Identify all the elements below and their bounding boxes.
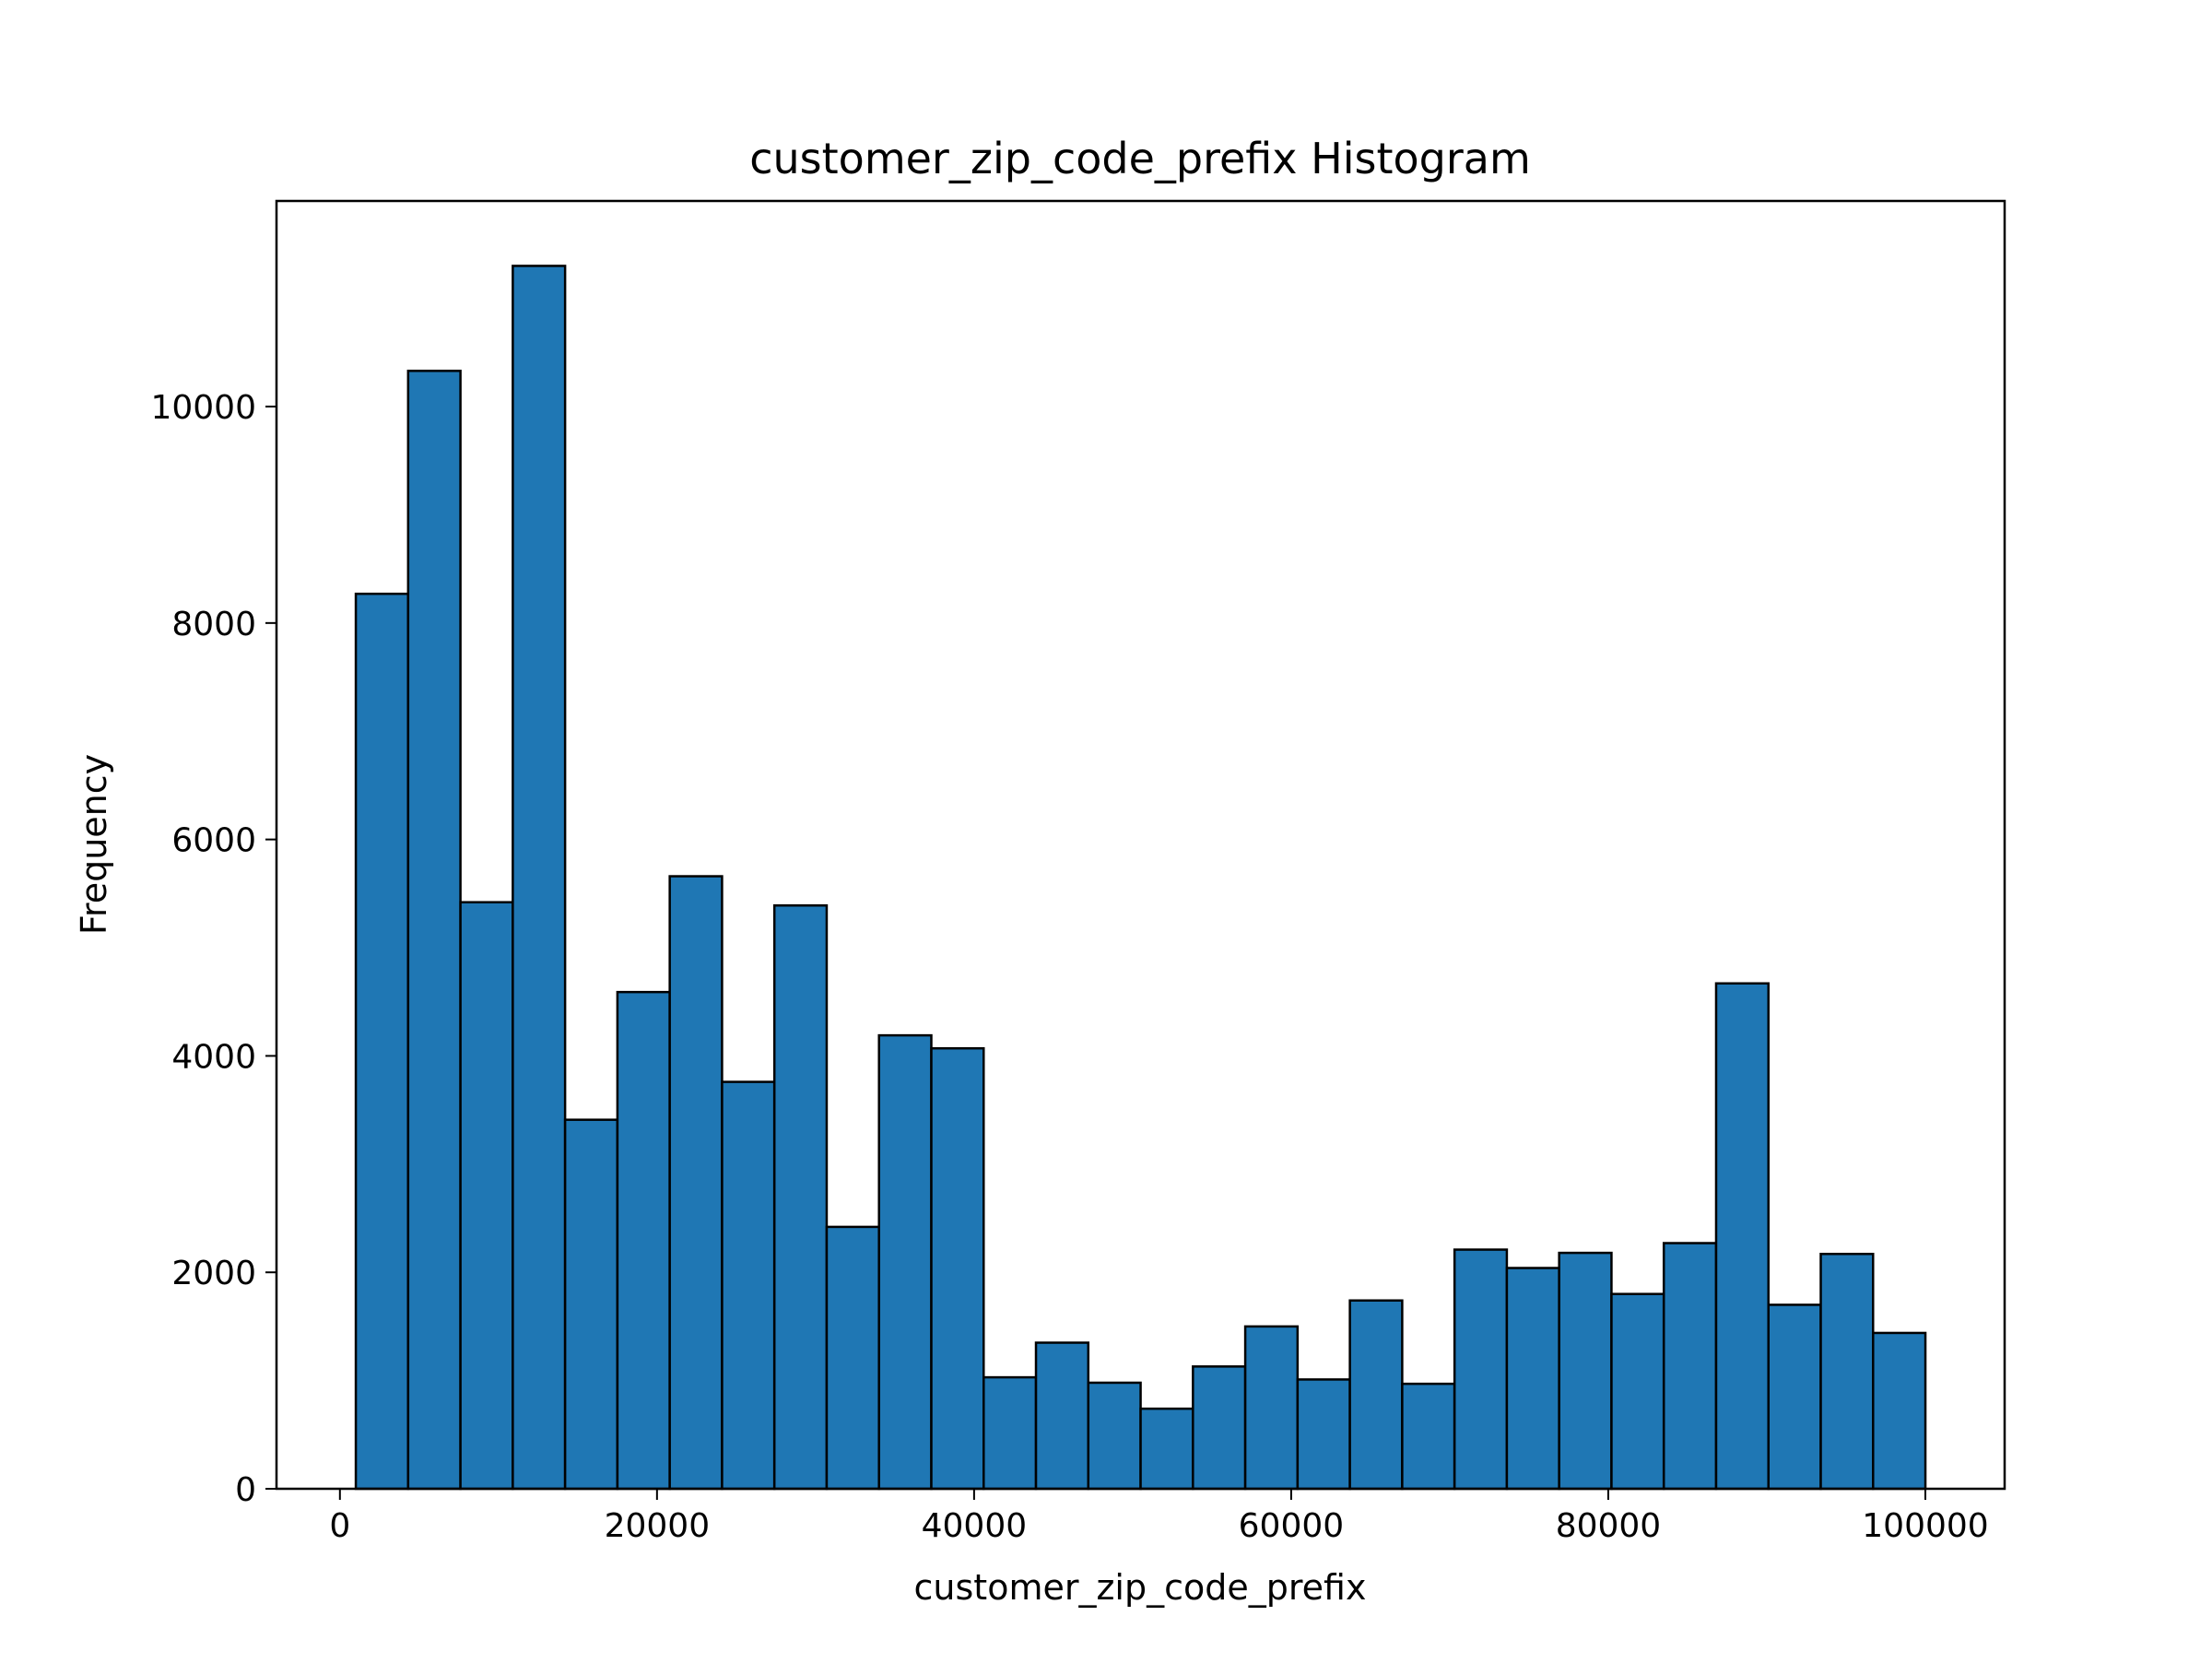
histogram-bar [1034, 1341, 1090, 1491]
histogram-bar [1505, 1267, 1560, 1491]
ticks: 0 20000 40000 60000 80000 100000 0 2000 4000 6000… [150, 389, 1988, 1545]
histogram-bar [1662, 1242, 1718, 1491]
y-tick-label: 10000 [150, 389, 256, 427]
bars [354, 265, 1927, 1491]
x-tick-label: 40000 [922, 1507, 1028, 1545]
x-axis-label: customer_zip_code_prefix [914, 1567, 1367, 1608]
y-axis-label: Frequency [74, 754, 114, 935]
histogram-bar [406, 370, 462, 1491]
histogram-bar [1087, 1381, 1142, 1491]
histogram-bar [1872, 1331, 1927, 1491]
histogram-bar [877, 1033, 933, 1491]
histogram-bar [1610, 1292, 1665, 1491]
y-tick-label: 4000 [171, 1038, 256, 1076]
histogram-bar [459, 901, 514, 1491]
histogram-bar [668, 875, 724, 1491]
histogram-bar [616, 990, 671, 1491]
histogram-bar [354, 592, 410, 1491]
histogram-bar [1401, 1382, 1456, 1491]
y-tick-label: 0 [235, 1471, 256, 1509]
y-tick-label: 2000 [171, 1255, 256, 1292]
y-tick-label: 6000 [171, 822, 256, 860]
histogram-bar [563, 1118, 619, 1491]
chart-title: customer_zip_code_prefix Histogram [749, 134, 1531, 183]
x-tick-label: 60000 [1239, 1507, 1345, 1545]
histogram-bar [825, 1225, 880, 1491]
histogram-bar [930, 1046, 985, 1491]
histogram-bar [1192, 1365, 1247, 1491]
histogram-bar [1767, 1303, 1822, 1491]
histogram-bar [1558, 1251, 1613, 1491]
histogram-bar [1819, 1253, 1875, 1491]
x-tick-label: 20000 [605, 1507, 711, 1545]
histogram-bar [1453, 1248, 1509, 1491]
histogram-bar [1714, 982, 1770, 1491]
histogram-bar [1348, 1299, 1404, 1491]
y-tick-label: 8000 [171, 606, 256, 643]
histogram-bar [1243, 1325, 1300, 1491]
histogram-bar [772, 903, 829, 1491]
x-tick-label: 100000 [1862, 1507, 1988, 1545]
plot-frame [275, 199, 2006, 1491]
histogram-bar [1139, 1407, 1194, 1491]
x-tick-label: 0 [329, 1507, 350, 1545]
x-tick-label: 80000 [1556, 1507, 1662, 1545]
histogram-bar [512, 265, 567, 1491]
histogram-bar [1296, 1378, 1351, 1491]
histogram-bar [982, 1375, 1038, 1491]
histogram-bar [721, 1080, 776, 1491]
